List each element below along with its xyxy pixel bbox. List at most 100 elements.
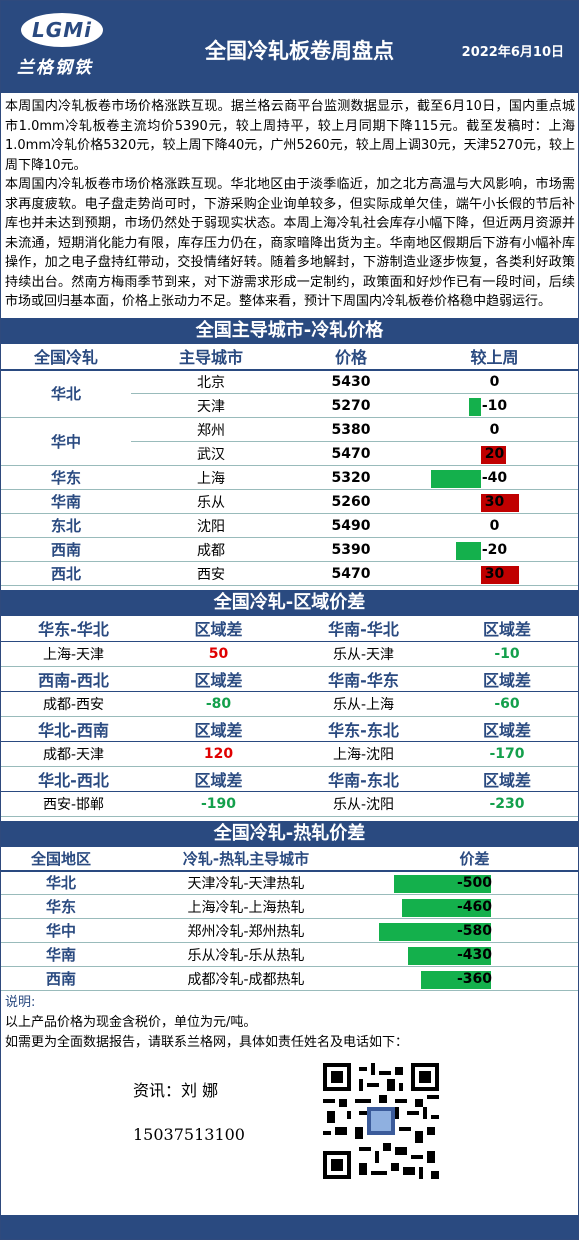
region-diff-table: 华东-华北 区域差 华南-华北 区域差 上海-天津 50 乐从-天津 -10 西南-西北 区域差华…: [1, 616, 578, 817]
spread-value: -170: [436, 741, 578, 767]
spread-header: 华东-东北: [291, 716, 436, 742]
spread-header: 西南-西北: [1, 666, 146, 692]
region-cell: 华中: [1, 417, 131, 466]
contact-name: 资讯：刘 娜: [133, 1081, 219, 1100]
change-cell: 30: [411, 489, 578, 514]
spread-pair: 乐从-沈阳: [291, 791, 436, 817]
notes-line-1: 以上产品价格为现金含税价，单位为元/吨。: [5, 1015, 257, 1030]
change-cell: -40: [411, 465, 578, 490]
region-cell: 东北: [1, 513, 131, 538]
city-cell: 乐从: [131, 489, 291, 514]
change-cell: 30: [411, 561, 578, 586]
diff-value: -460: [456, 898, 493, 915]
region-cell: 华北: [1, 369, 131, 418]
cold-hot-diff-table: 全国地区 冷轧-热轧主导城市 价差 华北 天津冷轧-天津热轧 -500 华东 上海冷轧-…: [1, 846, 578, 991]
city-cell: 成都: [131, 537, 291, 562]
diff-bar: [421, 970, 491, 989]
spread-header: 华南-东北: [291, 766, 436, 792]
spread-header: 华东-华北: [1, 616, 146, 642]
table-row: 上海-天津 50 乐从-天津 -10: [1, 641, 578, 667]
report-date: 2022年6月10日: [461, 45, 564, 60]
contact-block: 资讯：刘 娜 15037513100: [1, 1055, 578, 1185]
table-row: 东北 沈阳 5490 0: [1, 513, 578, 538]
col-header-city: 主导城市: [131, 343, 291, 371]
spread-header: 区域差: [436, 666, 578, 692]
spread-value: -60: [436, 691, 578, 717]
price-cell: 5470: [291, 441, 411, 466]
table-row: 华中 郑州冷轧-郑州热轧 -580: [1, 918, 578, 943]
notes-line-2: 如需更为全面数据报告，请联系兰格网，具体如责任姓名及电话如下：: [5, 1035, 409, 1050]
diff-cell: -360: [371, 966, 578, 991]
change-cell: -20: [411, 537, 578, 562]
city-cell: 上海: [131, 465, 291, 490]
region-cell: 华南: [1, 942, 121, 967]
col-header-area: 全国地区: [1, 846, 121, 872]
region-cell: 西南: [1, 966, 121, 991]
spread-pair: 上海-沈阳: [291, 741, 436, 767]
change-cell: 20: [411, 441, 578, 466]
price-cell: 5490: [291, 513, 411, 538]
spread-value: -230: [436, 791, 578, 817]
table-row: 成都-西安 -80 乐从-上海 -60: [1, 691, 578, 717]
table-row: 西南 成都 5390 -20: [1, 537, 578, 562]
table-row: 武汉 5470 20: [1, 441, 578, 466]
diff-value: -500: [456, 874, 493, 891]
section-title-region-diff: 全国冷轧-区域价差: [1, 590, 578, 616]
change-bar: [481, 493, 519, 512]
diff-cell: -430: [371, 942, 578, 967]
table-header-row: 华北-西北 区域差 华南-东北 区域差: [1, 766, 578, 792]
region-cell: 华东: [1, 894, 121, 919]
table-row: 西北 西安 5470 30: [1, 561, 578, 586]
price-cell: 5260: [291, 489, 411, 514]
spread-pair: 乐从-天津: [291, 641, 436, 667]
city-cell: 北京: [131, 369, 291, 394]
city-cell: 西安: [131, 561, 291, 586]
spread-header: 区域差: [146, 616, 291, 642]
spread-header: 区域差: [436, 616, 578, 642]
table-row: 西南 成都冷轧-成都热轧 -360: [1, 966, 578, 991]
diff-bar: [407, 946, 491, 965]
diff-bar: [402, 898, 491, 917]
spread-value: -80: [146, 691, 291, 717]
change-cell: 0: [411, 417, 578, 442]
table-header-row: 全国地区 冷轧-热轧主导城市 价差: [1, 846, 578, 872]
pair-cell: 上海冷轧-上海热轧: [121, 894, 371, 919]
spread-header: 区域差: [146, 766, 291, 792]
col-header-change: 较上周: [411, 343, 578, 371]
col-header-price: 价格: [291, 343, 411, 371]
spread-pair: 乐从-上海: [291, 691, 436, 717]
price-cell: 5470: [291, 561, 411, 586]
price-cell: 5380: [291, 417, 411, 442]
logo-mark: LGMi: [21, 13, 103, 47]
diff-value: -580: [456, 922, 493, 939]
region-cell: 华北: [1, 870, 121, 895]
spread-value: -10: [436, 641, 578, 667]
pair-cell: 乐从冷轧-乐从热轧: [121, 942, 371, 967]
diff-cell: -460: [371, 894, 578, 919]
change-bar: [481, 445, 506, 464]
region-cell: 华南: [1, 489, 131, 514]
spread-header: 华北-西南: [1, 716, 146, 742]
region-cell: 西北: [1, 561, 131, 586]
spread-pair: 成都-天津: [1, 741, 146, 767]
header-banner: LGMi 兰格钢铁 全国冷轧板卷周盘点 2022年6月10日: [1, 1, 578, 93]
city-cell: 郑州: [131, 417, 291, 442]
notes-block: 说明: 以上产品价格为现金含税价，单位为元/吨。 如需更为全面数据报告，请联系兰…: [1, 991, 578, 1055]
change-cell: 0: [411, 369, 578, 394]
change-value: -40: [481, 469, 508, 486]
table-row: 华东 上海冷轧-上海热轧 -460: [1, 894, 578, 919]
qr-code-icon: [323, 1063, 439, 1179]
spread-pair: 上海-天津: [1, 641, 146, 667]
city-price-table: 全国冷轧 主导城市 价格 较上周 华北 北京 5430 0 天津 5270 -10 华中 郑州 5…: [1, 343, 578, 586]
summary-paragraph-2: 本周国内冷轧板卷市场价格涨跌互现。华北地区由于淡季临近，加之北方高温与大风影响，…: [5, 177, 575, 309]
table-header-row: 华北-西南 区域差 华东-东北 区域差: [1, 716, 578, 742]
summary-paragraph-1: 本周国内冷轧板卷市场价格涨跌互现。据兰格云商平台监测数据显示，截至6月10日，国…: [5, 99, 575, 173]
section-title-cold-hot-diff: 全国冷轧-热轧价差: [1, 820, 578, 847]
change-value: -20: [481, 541, 508, 558]
spread-header: 区域差: [146, 716, 291, 742]
pair-cell: 郑州冷轧-郑州热轧: [121, 918, 371, 943]
spread-header: 华南-华东: [291, 666, 436, 692]
pair-cell: 成都冷轧-成都热轧: [121, 966, 371, 991]
logo-text: 兰格钢铁: [17, 58, 93, 78]
change-value: 30: [484, 493, 505, 510]
